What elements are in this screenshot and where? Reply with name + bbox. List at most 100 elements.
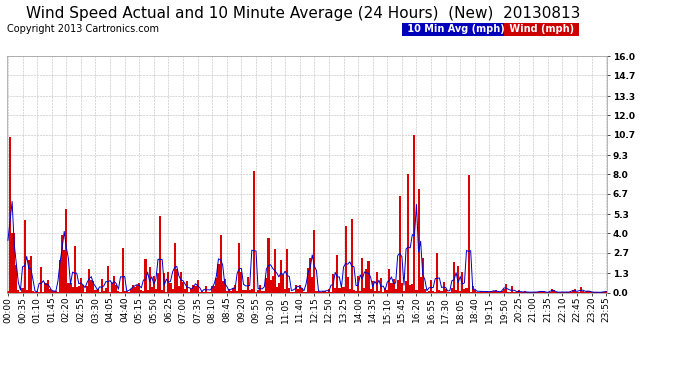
Bar [201,291,203,292]
Bar [491,291,493,292]
Bar [368,261,370,292]
Bar [82,285,84,292]
Bar [46,280,48,292]
Bar [338,288,340,292]
Bar [493,291,495,292]
Bar [174,243,176,292]
Bar [221,280,224,292]
Bar [455,290,457,292]
Bar [126,291,128,292]
Bar [411,284,413,292]
Bar [582,291,584,292]
Bar [134,287,136,292]
Text: 10 Min Avg (mph): 10 Min Avg (mph) [404,24,508,34]
Bar [50,291,52,292]
Bar [328,289,330,292]
Bar [315,291,317,292]
Bar [264,291,266,292]
Bar [384,288,386,292]
Bar [572,290,574,292]
Bar [551,289,553,292]
Bar [438,290,440,292]
Bar [436,253,438,292]
Bar [472,286,474,292]
Bar [462,272,464,292]
Bar [366,269,368,292]
Bar [138,282,140,292]
Bar [80,278,82,292]
Bar [148,267,150,292]
Bar [376,272,378,292]
Bar [130,289,132,292]
Bar [170,283,172,292]
Bar [146,290,148,292]
Bar [155,289,157,292]
Bar [15,265,17,292]
Bar [466,288,468,292]
Bar [397,280,399,292]
Bar [453,262,455,292]
Bar [55,291,57,292]
Bar [113,276,115,292]
Bar [48,290,50,292]
Bar [88,269,90,292]
Bar [430,280,432,292]
Bar [68,283,70,292]
Bar [388,268,391,292]
Bar [44,283,46,292]
Bar [205,286,207,292]
Bar [295,285,297,292]
Bar [197,280,199,292]
Bar [262,291,264,292]
Bar [391,283,393,292]
Bar [580,287,582,292]
Bar [276,287,278,292]
Bar [542,291,544,292]
Bar [257,290,259,292]
Bar [495,290,497,292]
Bar [428,291,430,292]
Bar [503,289,505,292]
Bar [401,283,403,292]
Bar [332,274,334,292]
Bar [78,286,80,292]
Bar [115,285,117,292]
Bar [374,291,376,292]
Bar [297,288,299,292]
Bar [344,226,346,292]
Bar [393,279,395,292]
Bar [282,275,284,292]
Bar [132,285,134,292]
Bar [346,277,348,292]
Bar [30,256,32,292]
Bar [307,268,309,292]
Bar [464,289,466,292]
Bar [61,235,63,292]
Bar [442,282,444,292]
Bar [150,287,152,292]
Bar [424,289,426,292]
Bar [184,289,186,292]
Bar [468,174,470,292]
Bar [322,291,324,292]
Bar [140,290,142,292]
Bar [422,258,424,292]
Bar [248,290,250,292]
Bar [232,288,234,292]
Text: Wind Speed Actual and 10 Minute Average (24 Hours)  (New)  20130813: Wind Speed Actual and 10 Minute Average … [26,6,581,21]
Bar [272,276,274,292]
Bar [195,286,197,292]
Bar [164,273,166,292]
Bar [351,219,353,292]
Text: Copyright 2013 Cartronics.com: Copyright 2013 Cartronics.com [7,24,159,34]
Bar [386,290,388,292]
Bar [215,278,217,292]
Bar [399,196,401,292]
Bar [236,291,238,292]
Bar [144,259,146,292]
Bar [355,291,357,292]
Bar [228,289,230,292]
Bar [317,291,319,292]
Bar [486,291,489,292]
Bar [28,260,30,292]
